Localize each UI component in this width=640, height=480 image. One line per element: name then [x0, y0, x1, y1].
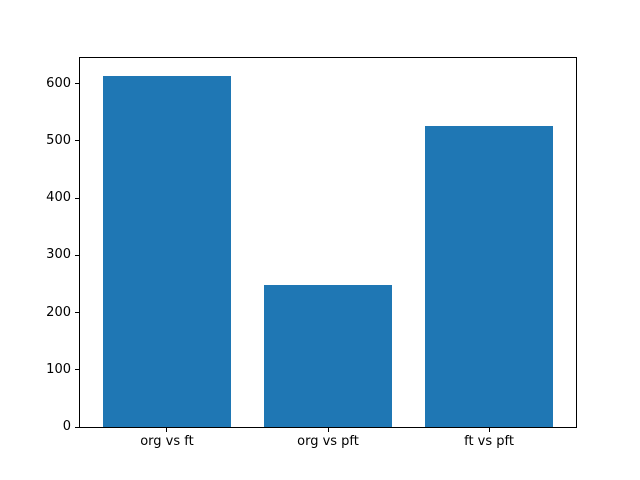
x-axis-tick-label: org vs ft — [140, 434, 194, 449]
y-axis-tick-mark — [75, 197, 79, 199]
y-axis-tick-label: 300 — [46, 247, 71, 263]
y-axis-tick-mark — [75, 254, 79, 256]
bar-org-vs-ft — [102, 75, 232, 427]
y-axis-tick-label: 200 — [46, 304, 71, 320]
plot-area: 0 100 200 300 400 500 600 org vs ft org vs pft ft… — [46, 57, 577, 449]
y-axis-tick-label: 600 — [46, 75, 71, 91]
y-axis-tick-mark — [75, 426, 79, 428]
x-axis-tick-mark — [327, 428, 329, 432]
x-axis-tick-label: ft vs pft — [464, 434, 514, 449]
x-axis-tick-label: org vs pft — [297, 434, 359, 449]
y-axis-tick-mark — [75, 312, 79, 314]
y-axis-tick-label: 500 — [46, 132, 71, 148]
bar-org-vs-pft — [263, 285, 393, 427]
y-axis-tick-label: 400 — [46, 190, 71, 206]
y-axis-tick-label: 0 — [62, 419, 71, 434]
y-axis-tick-mark — [75, 83, 79, 85]
y-axis-tick-mark — [75, 140, 79, 142]
bar-ft-vs-pft — [424, 125, 554, 427]
x-axis-tick-mark — [488, 428, 490, 432]
x-axis-tick-mark — [166, 428, 168, 432]
y-axis-tick-label: 100 — [46, 361, 71, 377]
y-axis-tick-mark — [75, 369, 79, 371]
